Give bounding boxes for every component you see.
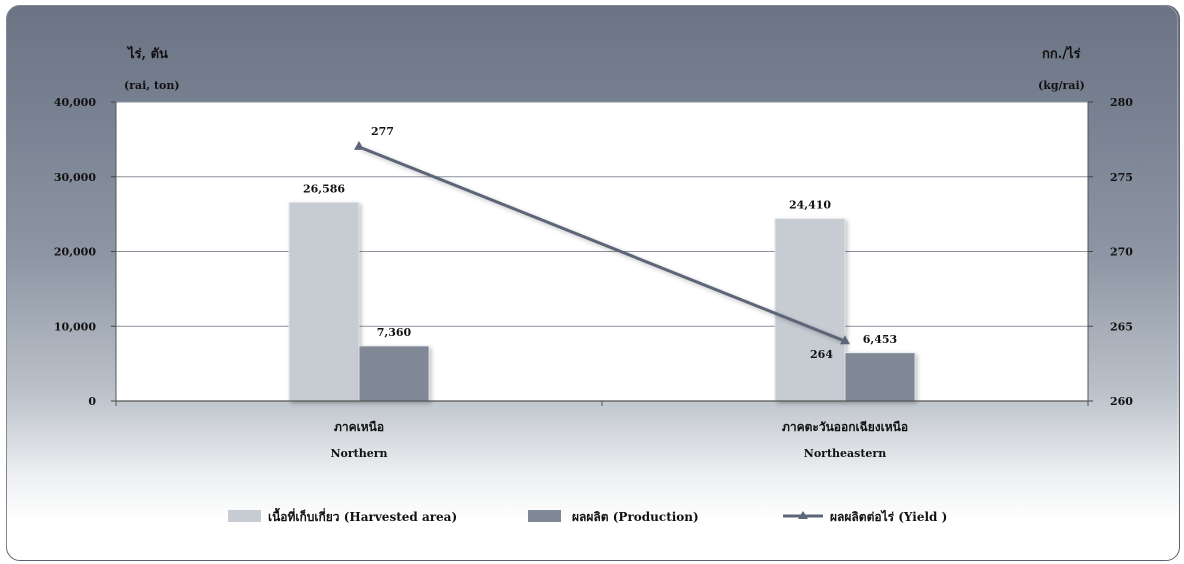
left-tick-label: 30,000 [54,171,96,184]
bar-harvested [774,218,846,402]
yield-value-label: 277 [371,125,394,138]
left-tick-label: 20,000 [54,246,96,259]
right-tick-label: 275 [1110,171,1133,184]
right-tick-label: 260 [1110,395,1133,408]
bar-value-label: 24,410 [789,199,831,212]
left-tick-label: 40,000 [54,96,96,109]
yield-marker [354,140,364,150]
right-axis-title-th: กก./ไร่ [1042,45,1081,62]
yield-series-line [358,145,846,343]
legend-swatch-harvested [228,510,261,522]
legend-label-yield: ผลผลิตต่อไร่ (Yield ) [830,509,947,524]
left-axis-title-th: ไร่, ตัน [126,45,168,62]
right-tick-label: 265 [1110,320,1133,333]
left-axis-title-en: (rai, ton) [124,79,180,92]
legend-swatch-production [528,510,561,522]
left-tick-label: 0 [88,395,96,408]
left-tick-label: 10,000 [54,320,96,333]
legend-label-harvested: เนื้อที่เก็บเกี่ยว (Harvested area) [268,507,457,524]
bar-value-label: 6,453 [863,333,897,346]
right-tick-label: 280 [1110,96,1133,109]
category-label-th: ภาคตะวันออกเฉียงเหนือ [782,420,908,434]
yield-value-label: 264 [810,348,833,361]
right-axis-title-en: (kg/rai) [1038,79,1085,92]
legend: เนื้อที่เก็บเกี่ยว (Harvested area) ผลผล… [228,507,947,524]
category-label-th: ภาคเหนือ [334,420,384,434]
bar-value-label: 7,360 [377,326,412,339]
bar-value-label: 26,586 [303,182,345,195]
category-label-en: Northern [330,447,387,460]
category-label-en: Northeastern [804,447,886,460]
legend-label-production: ผลผลิต (Production) [572,510,699,524]
bar-production [844,352,916,402]
yield-marker [840,335,850,345]
legend-marker-yield [798,511,808,519]
bar-harvested [288,201,360,402]
right-tick-label: 270 [1110,246,1133,259]
bar-production [358,345,430,402]
